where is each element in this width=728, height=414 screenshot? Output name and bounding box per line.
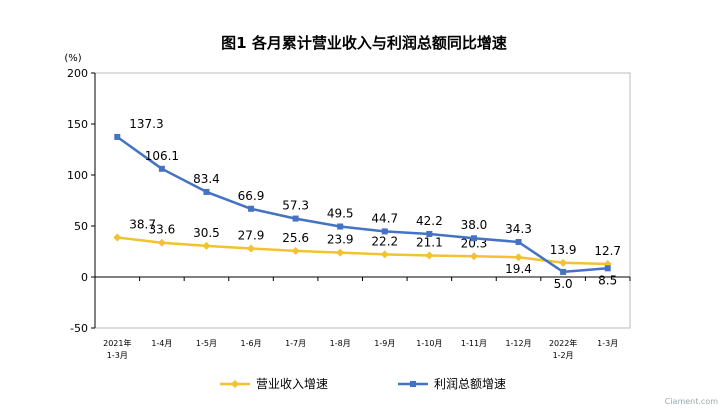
- x-tick-label: 1-10月: [416, 339, 442, 348]
- data-label: 13.9: [550, 243, 577, 257]
- data-point: [248, 205, 255, 212]
- data-label: 30.5: [193, 226, 220, 240]
- data-point: [158, 165, 165, 172]
- data-point: [560, 268, 567, 275]
- data-label: 21.1: [416, 235, 443, 249]
- data-label: 44.7: [371, 211, 398, 225]
- x-tick-label: 1-5月: [196, 339, 217, 348]
- legend-label: 利润总额增速: [434, 377, 506, 391]
- data-point: [559, 258, 568, 267]
- data-label: 137.3: [129, 117, 163, 131]
- x-tick-label: 2021年: [103, 338, 131, 348]
- data-point: [515, 239, 522, 246]
- x-tick-label: 1-3月: [107, 351, 128, 360]
- y-tick-label: 50: [74, 220, 88, 233]
- x-tick-label: 1-7月: [285, 339, 306, 348]
- legend-marker: [410, 381, 416, 387]
- data-point: [426, 230, 433, 237]
- data-label: 22.2: [371, 234, 398, 248]
- data-point: [113, 233, 122, 242]
- data-label: 49.5: [327, 207, 354, 221]
- data-point: [157, 238, 166, 247]
- data-point: [336, 248, 345, 257]
- data-point: [514, 253, 523, 262]
- series-line: [117, 236, 608, 266]
- data-point: [337, 223, 344, 230]
- data-label: 66.9: [238, 189, 265, 203]
- series-line: [116, 135, 608, 274]
- x-tick-label: 1-11月: [461, 339, 487, 348]
- data-label: 57.3: [282, 199, 309, 213]
- x-tick-label: 1-8月: [330, 339, 351, 348]
- data-point: [425, 251, 434, 260]
- data-point: [292, 215, 299, 222]
- data-point: [381, 228, 388, 235]
- data-point: [202, 241, 211, 250]
- data-label: 8.5: [598, 273, 617, 287]
- legend-label: 营业收入增速: [256, 377, 328, 391]
- data-label: 33.6: [149, 223, 176, 237]
- data-label: 38.7: [129, 218, 156, 232]
- x-tick-label: 1-2月: [553, 351, 574, 360]
- data-point: [291, 246, 300, 255]
- y-tick-label: 100: [67, 169, 88, 182]
- data-label: 25.6: [282, 231, 309, 245]
- y-tick-label: 200: [67, 67, 88, 80]
- data-label: 23.9: [327, 233, 354, 247]
- y-tick-label: 150: [67, 118, 88, 131]
- plot-frame: [94, 72, 631, 329]
- x-tick-label: 1-9月: [374, 339, 395, 348]
- data-label: 38.0: [461, 218, 488, 232]
- data-label: 5.0: [554, 277, 573, 291]
- chart-title: 图1 各月累计营业收入与利润总额同比增速: [221, 34, 507, 52]
- watermark: Ciament.com: [664, 397, 718, 406]
- legend-marker: [231, 380, 239, 388]
- x-tick-label: 1-6月: [241, 339, 262, 348]
- data-label: 42.2: [416, 214, 443, 228]
- x-tick-label: 1-12月: [505, 339, 531, 348]
- data-label: 12.7: [594, 244, 621, 258]
- x-tick-label: 1-4月: [151, 339, 172, 348]
- data-point: [247, 244, 256, 253]
- x-tick-label: 1-3月: [597, 339, 618, 348]
- data-label: 27.9: [238, 229, 265, 243]
- data-label: 106.1: [145, 149, 179, 163]
- data-point: [203, 188, 210, 195]
- y-axis-label: (%): [64, 53, 81, 64]
- y-tick-label: -50: [70, 322, 88, 335]
- data-label: 83.4: [193, 172, 220, 186]
- data-label: 19.4: [505, 262, 532, 276]
- y-tick-label: 0: [81, 271, 88, 284]
- data-point: [604, 265, 611, 272]
- data-point: [469, 252, 478, 261]
- data-point: [380, 250, 389, 259]
- data-label: 34.3: [505, 222, 532, 236]
- data-point: [470, 235, 477, 242]
- data-point: [114, 133, 121, 140]
- x-tick-label: 2022年: [549, 338, 577, 348]
